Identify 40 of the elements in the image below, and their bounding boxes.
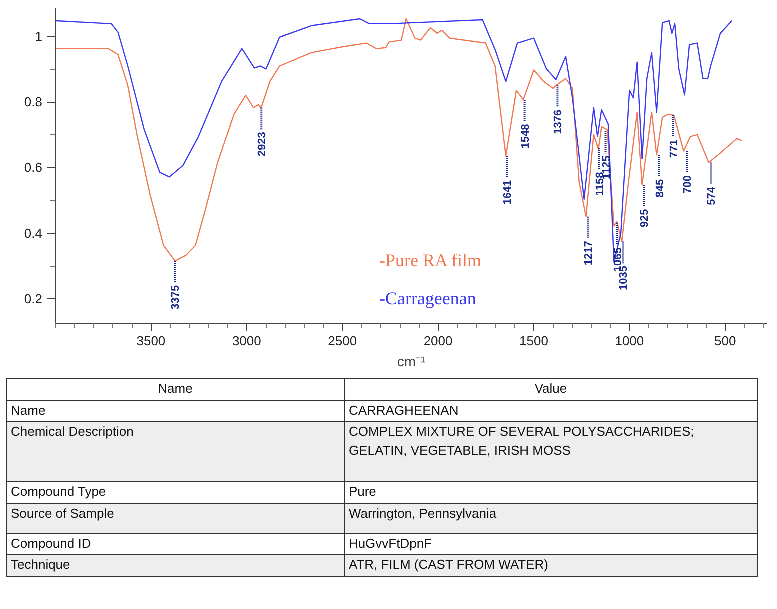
x-tick-label: 2000	[424, 334, 453, 348]
x-tick-label: 2500	[328, 334, 358, 348]
y-tick-label: 0.8	[24, 94, 43, 110]
annotation: 1548	[520, 124, 532, 149]
text: CARRAGHEENAN	[344, 400, 758, 422]
annotation: 574	[706, 186, 718, 206]
text: -Pure RA film	[379, 250, 482, 270]
x-tick-label: 3000	[232, 334, 262, 348]
y-tick-label: 0.2	[24, 291, 43, 306]
text: Chemical Description	[6, 422, 344, 482]
text: Value	[344, 378, 758, 400]
annotation: 3375	[170, 285, 182, 310]
text: Technique	[6, 554, 344, 576]
annotation: 845	[654, 179, 666, 198]
x-tick-label: 500	[714, 334, 736, 348]
text: ATR, FILM (CAST FROM WATER)	[344, 554, 758, 576]
annotation: 1217	[583, 241, 596, 266]
annotation: 2923	[256, 132, 269, 157]
text: Compound Type	[6, 482, 344, 504]
annotation: 925	[639, 209, 652, 228]
x-tick-label: 1500	[520, 334, 548, 348]
x-tick-label: 1000	[615, 334, 644, 348]
text: Name	[6, 378, 344, 400]
y-tick-label: 0.4	[24, 226, 43, 241]
x-axis-title: cm⁻¹	[397, 354, 426, 370]
text: Warrington, Pennsylvania	[344, 503, 758, 534]
x-tick-label: 3500	[136, 334, 166, 348]
annotation: 700	[682, 175, 694, 194]
annotation: 771	[668, 140, 681, 158]
annotation: 1376	[552, 110, 565, 134]
text: Name	[6, 400, 344, 422]
source-note: Source of Sample	[6, 503, 344, 534]
annotation: 1641	[502, 180, 514, 205]
text: -Carrageenan	[379, 288, 476, 308]
text: COMPLEX MIXTURE OF SEVERAL POLYSACCHARIDES; GELATIN, VEGETABLE, IRISH MOSS	[344, 422, 758, 482]
y-tick-label: 0.6	[24, 160, 43, 176]
y-tick-label: 1	[35, 28, 43, 44]
text: HuGvvFtDpnF	[344, 533, 758, 555]
text: Compound ID	[6, 533, 344, 555]
text: Pure	[344, 482, 758, 504]
